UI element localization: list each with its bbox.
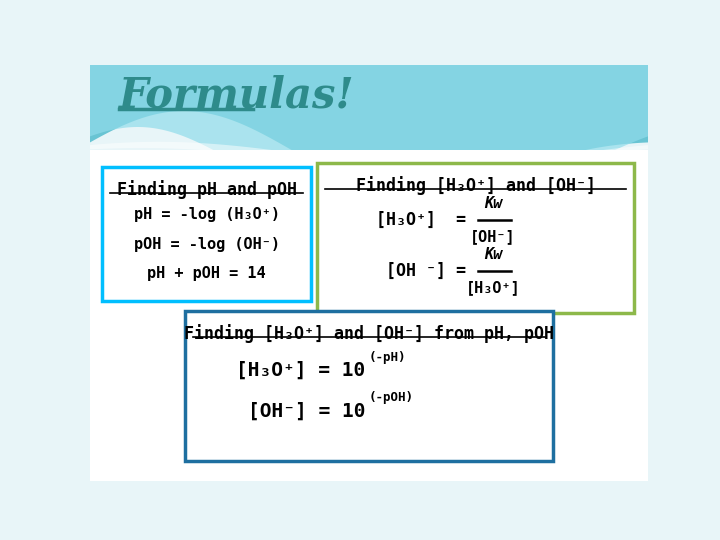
Text: [OH ⁻] =: [OH ⁻] =	[386, 262, 466, 280]
Text: Finding [H₃O⁺] and [OH⁻] from pH, pOH: Finding [H₃O⁺] and [OH⁻] from pH, pOH	[184, 323, 554, 342]
Text: [OH⁻] = 10: [OH⁻] = 10	[248, 402, 365, 421]
Text: Kw: Kw	[484, 196, 502, 211]
Text: Finding [H₃O⁺] and [OH⁻]: Finding [H₃O⁺] and [OH⁻]	[356, 176, 595, 194]
Polygon shape	[90, 142, 648, 166]
Text: Finding pH and pOH: Finding pH and pOH	[117, 180, 297, 199]
Text: pOH = -log (OH⁻): pOH = -log (OH⁻)	[134, 237, 279, 252]
Text: [H₃O⁺]  =: [H₃O⁺] =	[376, 211, 466, 230]
Text: (-pOH): (-pOH)	[369, 392, 414, 404]
Polygon shape	[90, 65, 648, 194]
FancyBboxPatch shape	[185, 311, 553, 461]
Text: Formulas!: Formulas!	[120, 75, 355, 117]
Text: pH + pOH = 14: pH + pOH = 14	[148, 266, 266, 281]
Text: [OH⁻]: [OH⁻]	[470, 230, 516, 245]
Text: pH = -log (H₃O⁺): pH = -log (H₃O⁺)	[134, 207, 279, 222]
Text: Kw: Kw	[484, 247, 502, 262]
FancyBboxPatch shape	[102, 167, 311, 301]
Polygon shape	[90, 65, 648, 190]
FancyBboxPatch shape	[90, 150, 648, 481]
Text: [H₃O⁺]: [H₃O⁺]	[466, 280, 521, 295]
Text: [H₃O⁺] = 10: [H₃O⁺] = 10	[236, 361, 365, 380]
Text: (-pH): (-pH)	[369, 350, 407, 363]
FancyBboxPatch shape	[317, 164, 634, 313]
